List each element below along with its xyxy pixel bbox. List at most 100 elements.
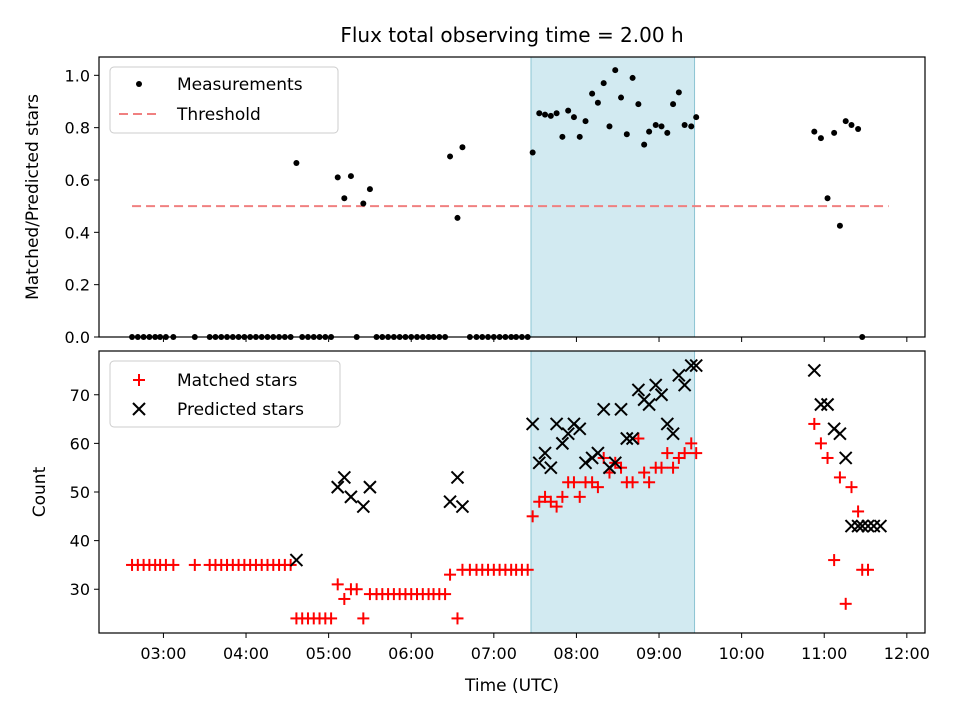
predicted-star-point xyxy=(608,456,622,470)
predicted-star-point xyxy=(861,519,875,533)
panel-top: 0.0 0.2 0.4 0.6 0.8 1.0 Matched/Predicted sta… xyxy=(23,56,926,347)
y-tick-label: 0.6 xyxy=(65,171,90,190)
legend-marker-matched xyxy=(133,374,145,386)
matched-star-point xyxy=(833,471,846,484)
measurement-point xyxy=(842,118,849,125)
x-tick-label: 08:00 xyxy=(553,644,599,663)
legend-label-measurements: Measurements xyxy=(177,75,303,95)
matched-star-point xyxy=(357,612,370,625)
matched-star-point xyxy=(678,447,691,460)
predicted-star-point xyxy=(331,480,345,494)
measurement-point xyxy=(855,125,862,132)
matched-star-point xyxy=(521,563,534,576)
matched-star-point xyxy=(632,432,645,445)
x-tick-label: 05:00 xyxy=(306,644,352,663)
predicted-star-point xyxy=(549,417,564,431)
legend-label-matched: Matched stars xyxy=(177,371,297,391)
predicted-star-point xyxy=(455,499,470,514)
measurement-point xyxy=(652,122,659,129)
measurement-point xyxy=(612,67,619,74)
measurement-point xyxy=(646,128,653,135)
matched-star-point xyxy=(839,597,852,610)
predicted-star-point xyxy=(591,446,605,460)
matched-star-point xyxy=(667,461,680,474)
matched-star-point xyxy=(331,578,344,591)
predicted-star-point xyxy=(356,499,371,514)
predicted-star-point xyxy=(450,470,465,485)
predicted-star-point xyxy=(666,426,680,441)
x-axis-label: Time (UTC) xyxy=(464,676,559,696)
y-axis-label-top: Matched/Predicted stars xyxy=(23,94,43,300)
x-axis-ticks-bottom: 03:00 04:00 05:00 06:00 07:00 08:00 09:00 10:00… xyxy=(140,633,930,663)
matched-star-point xyxy=(828,554,841,567)
predicted-star-point xyxy=(443,495,457,509)
predicted-star-point xyxy=(649,378,663,392)
matched-star-point xyxy=(591,481,604,494)
measurement-point xyxy=(293,159,300,166)
y-tick-label: 1.0 xyxy=(65,66,90,85)
measurement-point xyxy=(831,129,838,136)
y-tick-label: 30 xyxy=(70,580,90,599)
y-tick-label: 0.0 xyxy=(65,328,90,347)
y-axis-ticks-bottom: 30 40 50 60 70 xyxy=(70,386,99,599)
matched-star-point xyxy=(526,510,539,523)
measurement-point xyxy=(576,133,583,140)
measurement-point xyxy=(688,123,695,130)
predicted-star-point xyxy=(660,417,674,431)
predicted-star-point xyxy=(525,417,540,431)
legend-bottom: Matched stars Predicted stars xyxy=(109,360,341,428)
measurement-point xyxy=(635,101,642,108)
predicted-star-point xyxy=(544,460,558,475)
predicted-star-point xyxy=(851,519,865,533)
measurement-point xyxy=(824,195,831,202)
x-tick-label: 07:00 xyxy=(471,644,517,663)
measurement-point xyxy=(542,111,549,118)
highlight-rect xyxy=(530,350,696,634)
measurement-point xyxy=(334,174,341,181)
predicted-star-point xyxy=(620,431,634,446)
measurement-point xyxy=(836,222,843,229)
predicted-star-point xyxy=(363,480,377,494)
predicted-star-point xyxy=(625,431,640,446)
measurement-point xyxy=(629,74,636,81)
measurement-point xyxy=(811,128,818,135)
y-tick-label: 60 xyxy=(70,434,90,453)
measurement-point xyxy=(848,122,855,129)
measurement-point xyxy=(559,133,566,140)
predicted-star-point xyxy=(578,456,593,470)
measurement-point xyxy=(641,141,648,148)
x-tick-label: 09:00 xyxy=(636,644,682,663)
predicted-star-point xyxy=(289,553,304,567)
matched-star-point xyxy=(638,466,651,479)
highlight-band-bottom xyxy=(530,350,696,634)
matched-star-point xyxy=(350,583,363,596)
measurement-point xyxy=(360,200,367,207)
predicted-star-point xyxy=(538,446,552,460)
measurement-point xyxy=(693,114,700,121)
y-tick-label: 70 xyxy=(70,386,90,405)
matched-star-point xyxy=(188,558,201,571)
x-tick-label: 11:00 xyxy=(801,644,847,663)
matched-star-point xyxy=(444,568,457,581)
measurement-point xyxy=(670,101,677,108)
predicted-star-point xyxy=(344,490,358,504)
y-tick-label: 40 xyxy=(70,532,90,551)
x-axis-ticks-top xyxy=(162,337,908,342)
matched-star-point xyxy=(655,461,668,474)
measurement-point xyxy=(681,122,688,129)
matched-star-point xyxy=(814,437,827,450)
measurement-point xyxy=(658,123,665,130)
matched-star-point xyxy=(661,447,674,460)
measurement-point xyxy=(366,186,373,193)
plot-frame-top xyxy=(98,56,926,338)
measurement-point xyxy=(618,94,625,101)
predicted-star-point xyxy=(642,397,656,412)
matched-star-point xyxy=(451,612,464,625)
chart-title: Flux total observing time = 2.00 h xyxy=(340,23,683,47)
matched-star-point xyxy=(626,476,639,489)
legend-label-predicted: Predicted stars xyxy=(177,400,304,420)
legend-marker-measurements xyxy=(136,81,142,87)
measurement-points xyxy=(129,67,866,340)
measurement-point xyxy=(547,112,554,119)
